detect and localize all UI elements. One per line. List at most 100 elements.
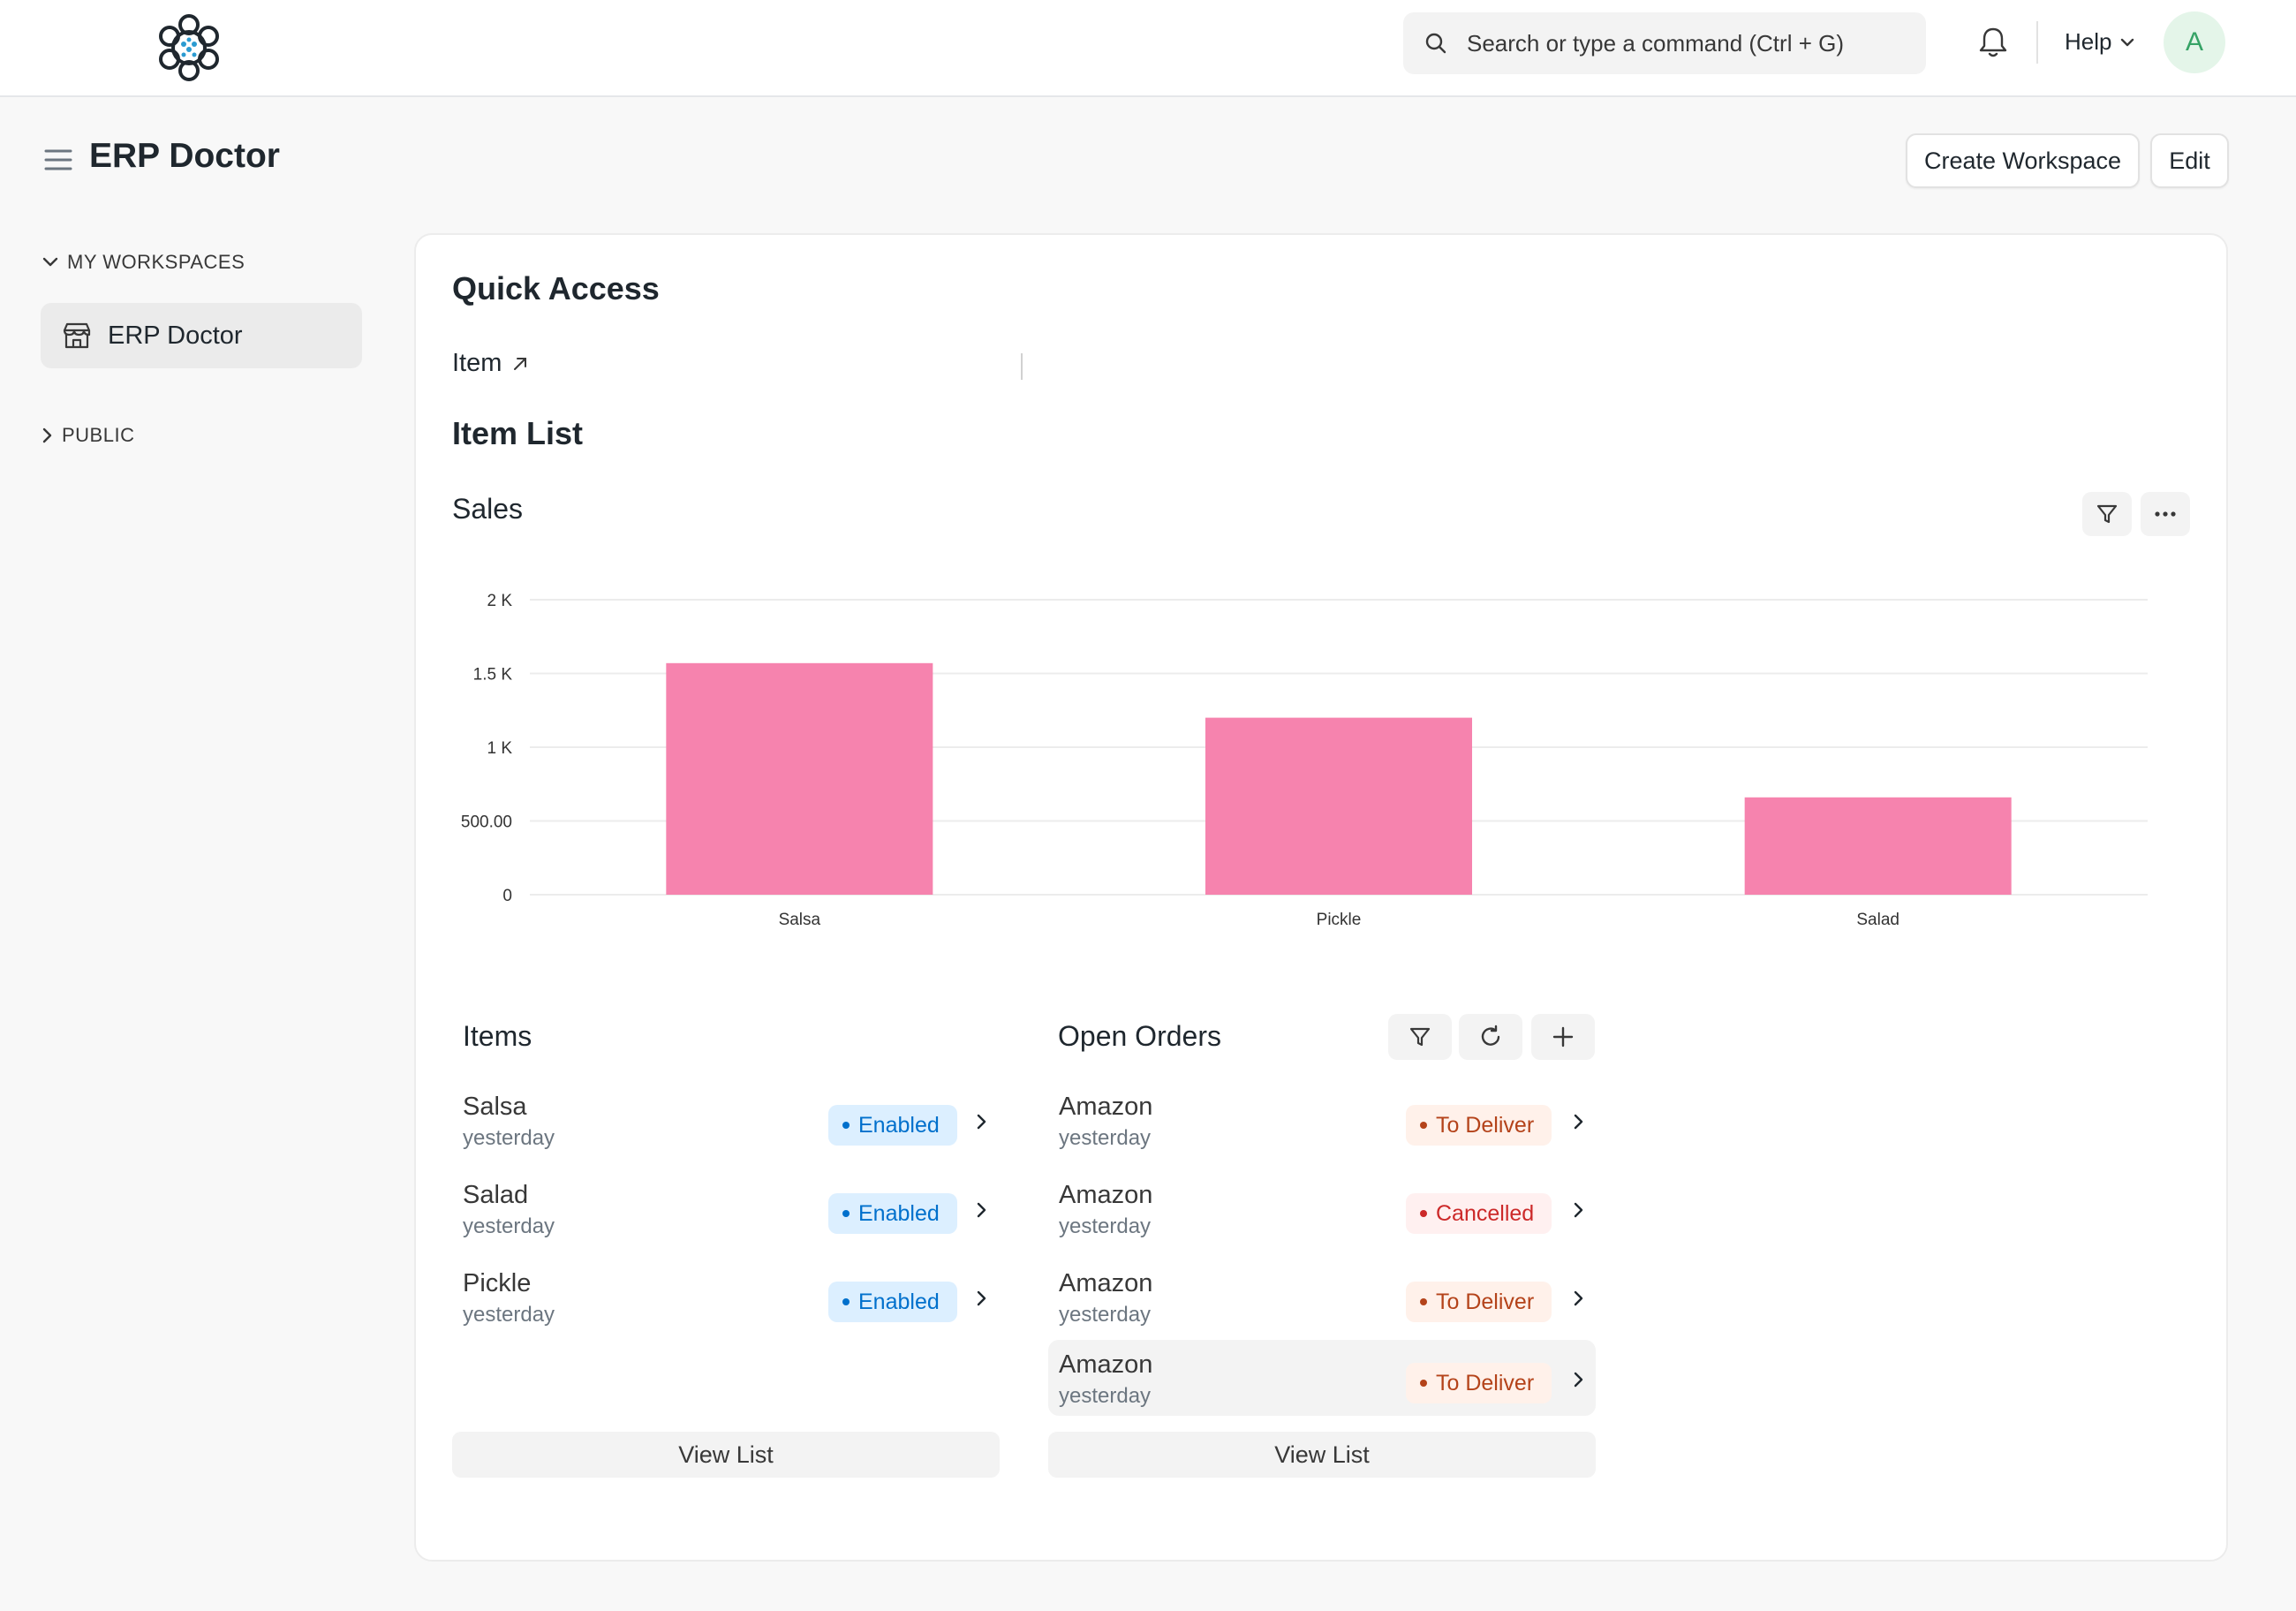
- notification-bell-icon[interactable]: [1978, 26, 2008, 58]
- list-item-name: Amazon: [1059, 1181, 1153, 1209]
- list-item-timestamp: yesterday: [1059, 1303, 1152, 1327]
- sidebar-section-label: PUBLIC: [62, 424, 135, 446]
- list-item[interactable]: Amazon yesterday To Deliver: [1048, 1340, 1596, 1416]
- navbar: Search or type a command (Ctrl + G) Help…: [0, 0, 2296, 97]
- status-label: Enabled: [858, 1200, 940, 1226]
- items-list-title: Items: [463, 1020, 532, 1052]
- page-title: ERP Doctor: [89, 137, 280, 175]
- quick-access-link-label: Item: [452, 349, 502, 377]
- y-tick-label: 1.5 K: [473, 666, 513, 684]
- search-icon: [1425, 33, 1446, 54]
- status-label: To Deliver: [1436, 1112, 1535, 1138]
- user-avatar[interactable]: A: [2164, 11, 2225, 73]
- sidebar-section-my-workspaces[interactable]: MY WORKSPACES: [42, 251, 245, 274]
- orders-filter-button[interactable]: [1388, 1014, 1452, 1060]
- y-tick-label: 2 K: [487, 592, 512, 610]
- search-bar[interactable]: Search or type a command (Ctrl + G): [1403, 12, 1926, 74]
- navbar-divider: [2036, 21, 2038, 64]
- orders-add-button[interactable]: [1531, 1014, 1595, 1060]
- sidebar-section-public[interactable]: PUBLIC: [42, 424, 134, 447]
- filter-icon: [2096, 504, 2118, 524]
- list-item[interactable]: Pickle yesterday Enabled: [452, 1259, 1000, 1335]
- chart-title: Sales: [452, 493, 524, 525]
- quick-access-divider: [1021, 353, 1023, 380]
- x-tick-label: Salsa: [779, 911, 821, 929]
- x-tick-label: Salad: [1856, 911, 1899, 929]
- status-badge: To Deliver: [1406, 1282, 1552, 1322]
- quick-access-link-item[interactable]: Item: [452, 349, 528, 378]
- items-view-list-button[interactable]: View List: [452, 1432, 1000, 1478]
- status-dot: [842, 1298, 850, 1305]
- list-item-timestamp: yesterday: [1059, 1384, 1152, 1408]
- list-item-name: Amazon: [1059, 1350, 1153, 1379]
- status-dot: [842, 1122, 850, 1129]
- status-label: To Deliver: [1436, 1370, 1535, 1395]
- chevron-right-icon[interactable]: [1574, 1372, 1584, 1388]
- status-label: To Deliver: [1436, 1289, 1535, 1314]
- list-item[interactable]: Salsa yesterday Enabled: [452, 1082, 1000, 1158]
- list-item-timestamp: yesterday: [463, 1214, 555, 1238]
- search-placeholder: Search or type a command (Ctrl + G): [1467, 30, 1844, 57]
- list-item-name: Amazon: [1059, 1269, 1153, 1297]
- sidebar-item-label: ERP Doctor: [108, 321, 243, 350]
- list-item[interactable]: Amazon yesterday Cancelled: [1048, 1170, 1596, 1246]
- status-badge: Cancelled: [1406, 1193, 1552, 1234]
- list-item-name: Pickle: [463, 1269, 532, 1297]
- status-badge: Enabled: [828, 1193, 957, 1234]
- status-label: Enabled: [858, 1112, 940, 1138]
- status-dot: [1420, 1210, 1427, 1217]
- list-item-name: Amazon: [1059, 1093, 1153, 1121]
- list-item[interactable]: Amazon yesterday To Deliver: [1048, 1082, 1596, 1158]
- list-item[interactable]: Salad yesterday Enabled: [452, 1170, 1000, 1246]
- status-dot: [842, 1210, 850, 1217]
- quick-access-title: Quick Access: [452, 270, 660, 306]
- sales-bar-chart: 0 500.00 1 K 1.5 K 2 K Salsa Pickle Salad: [461, 592, 2148, 929]
- y-tick-label: 500.00: [461, 813, 512, 832]
- external-arrow-icon: [514, 357, 527, 370]
- status-badge: Enabled: [828, 1282, 957, 1322]
- list-item-timestamp: yesterday: [1059, 1214, 1152, 1238]
- sidebar-section-label: MY WORKSPACES: [67, 251, 245, 273]
- chevron-right-icon[interactable]: [1574, 1290, 1584, 1306]
- chart-bar-salad[interactable]: [1744, 797, 2012, 895]
- status-badge: Enabled: [828, 1105, 957, 1146]
- chart-filter-button[interactable]: [2082, 492, 2132, 536]
- y-tick-label: 0: [502, 887, 512, 905]
- store-icon: [63, 322, 91, 349]
- chevron-right-icon[interactable]: [977, 1202, 987, 1218]
- edit-button[interactable]: Edit: [2150, 133, 2229, 188]
- chart-more-button[interactable]: [2141, 492, 2190, 536]
- open-orders-title: Open Orders: [1058, 1020, 1221, 1052]
- filter-icon: [1409, 1027, 1431, 1047]
- list-item-name: Salsa: [463, 1093, 527, 1121]
- item-list-title: Item List: [452, 415, 584, 451]
- chevron-right-icon[interactable]: [977, 1290, 987, 1306]
- orders-refresh-button[interactable]: [1459, 1014, 1522, 1060]
- chevron-right-icon[interactable]: [1574, 1202, 1584, 1218]
- chart-bar-salsa[interactable]: [666, 662, 933, 895]
- status-dot: [1420, 1380, 1427, 1387]
- list-item[interactable]: Amazon yesterday To Deliver: [1048, 1259, 1596, 1335]
- status-badge: To Deliver: [1406, 1363, 1552, 1403]
- help-dropdown[interactable]: Help: [2065, 28, 2134, 56]
- list-item-name: Salad: [463, 1181, 529, 1209]
- orders-view-list-button[interactable]: View List: [1048, 1432, 1596, 1478]
- list-item-timestamp: yesterday: [463, 1303, 555, 1327]
- status-label: Enabled: [858, 1289, 940, 1314]
- plus-icon: [1552, 1026, 1574, 1048]
- y-tick-label: 1 K: [487, 739, 512, 758]
- status-badge: To Deliver: [1406, 1105, 1552, 1146]
- sidebar-toggle-icon[interactable]: [44, 148, 72, 171]
- chevron-right-icon: [42, 427, 52, 443]
- create-workspace-button[interactable]: Create Workspace: [1906, 133, 2140, 188]
- chevron-right-icon[interactable]: [977, 1114, 987, 1130]
- list-item-timestamp: yesterday: [1059, 1126, 1152, 1150]
- sidebar-item-erp-doctor[interactable]: ERP Doctor: [41, 303, 362, 368]
- help-label: Help: [2065, 28, 2112, 55]
- refresh-icon: [1481, 1025, 1500, 1046]
- list-item-timestamp: yesterday: [463, 1126, 555, 1150]
- app-logo[interactable]: [152, 11, 226, 85]
- status-dot: [1420, 1122, 1427, 1129]
- chart-bar-pickle[interactable]: [1205, 717, 1472, 895]
- chevron-right-icon[interactable]: [1574, 1114, 1584, 1130]
